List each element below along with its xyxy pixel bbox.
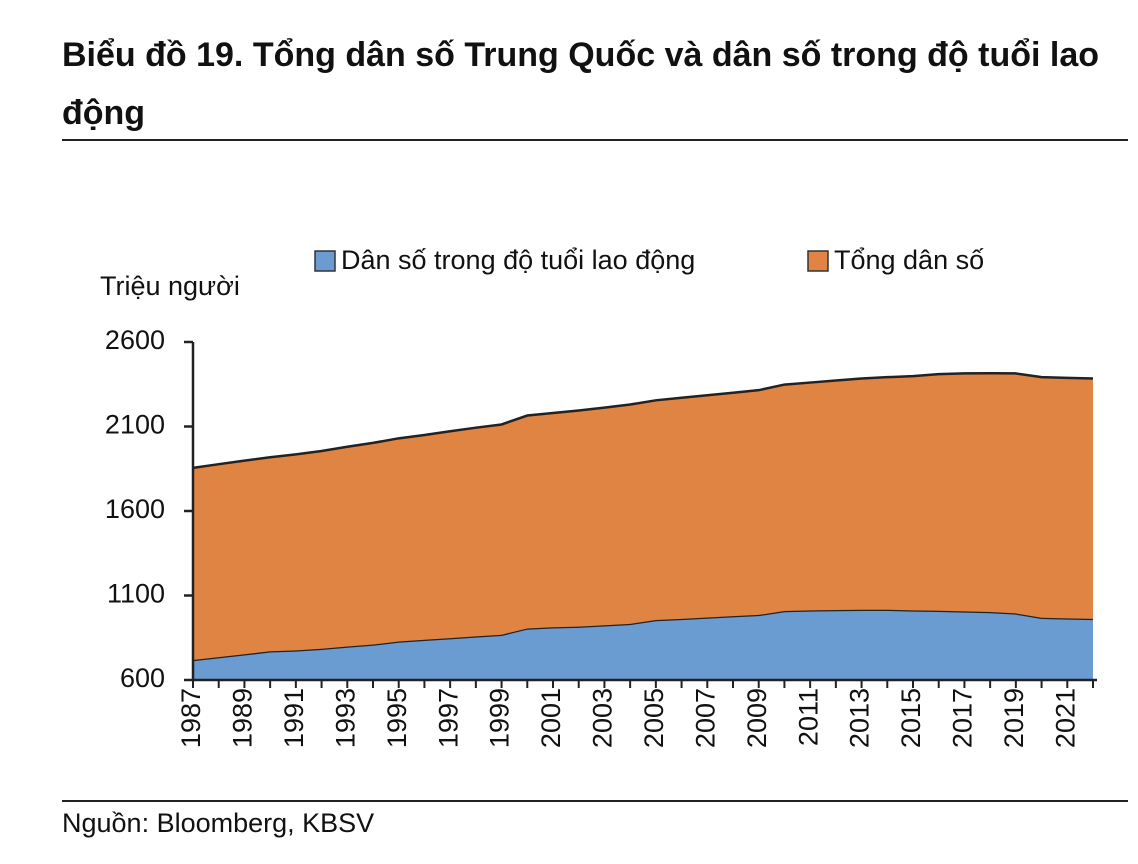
legend-label: Dân số trong độ tuổi lao động — [341, 245, 695, 275]
x-tick-label: 2017 — [948, 688, 978, 748]
legend-swatch — [807, 250, 829, 272]
x-tick-label: 1987 — [176, 688, 206, 748]
x-tick-label: 2011 — [793, 688, 823, 746]
y-tick-label: 600 — [120, 663, 165, 693]
x-tick-label: 2015 — [896, 688, 926, 748]
source: Nguồn: Bloomberg, KBSV — [62, 808, 375, 838]
x-tick-label: 1993 — [330, 688, 360, 748]
x-tick-label: 1991 — [279, 688, 309, 748]
x-tick-label: 2007 — [690, 688, 720, 748]
title: Biểu đồ 19. Tổng dân số Trung Quốc và dâ… — [62, 36, 1100, 132]
y-axis-label: Triệu người — [100, 271, 240, 301]
rule — [62, 800, 1128, 802]
legend-label: Tổng dân số — [834, 245, 984, 275]
x-tick-label: 2019 — [999, 688, 1029, 748]
area-outline — [192, 372, 1094, 470]
x-tick-label: 2003 — [588, 688, 618, 748]
x-tick-label: 2005 — [639, 688, 669, 748]
y-tick-label: 2100 — [105, 410, 165, 440]
area — [193, 609, 1093, 680]
rule — [62, 139, 1128, 141]
legend-swatch — [314, 250, 336, 272]
y-tick-label: 1100 — [107, 579, 165, 609]
x-tick-label: 2013 — [845, 688, 875, 748]
x-tick-label: 2021 — [1050, 688, 1080, 748]
x-tick-label: 1989 — [228, 688, 258, 748]
y-tick-label: 2600 — [105, 325, 165, 355]
y-tick-label: 1600 — [105, 494, 165, 524]
area — [193, 373, 1093, 661]
x-tick-label: 1995 — [382, 688, 412, 748]
x-tick-label: 2001 — [536, 688, 566, 748]
x-tick-label: 1997 — [433, 688, 463, 748]
x-tick-label: 2009 — [742, 688, 772, 748]
x-tick-label: 1999 — [485, 688, 515, 748]
